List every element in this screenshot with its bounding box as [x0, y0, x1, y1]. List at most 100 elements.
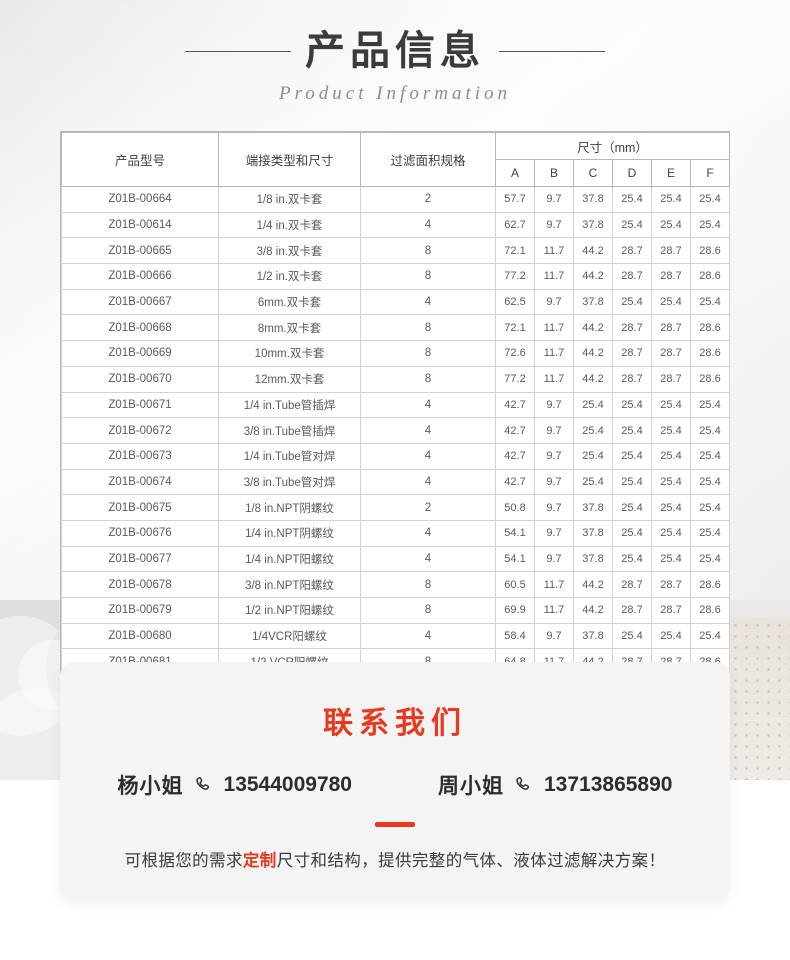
- page-title-block: 产品信息 Product Information: [0, 28, 790, 105]
- cell-filter-area: 4: [360, 545, 496, 573]
- cell-dim-a: 42.7: [495, 417, 535, 444]
- cell-dim-f: 28.6: [689, 263, 731, 290]
- cell-model: Z01B-00672: [61, 417, 219, 444]
- cell-connection: 1/2 in.双卡套: [218, 263, 361, 290]
- cell-dim-e: 25.4: [651, 468, 691, 496]
- table-row: Z01B-00679 1/2 in.NPT阳螺纹 8 69.9 11.7 44.2 28.7…: [61, 597, 731, 624]
- column-header-dim-d: D: [612, 159, 652, 187]
- cell-connection: 1/4 in.双卡套: [218, 211, 361, 239]
- cell-dim-b: 9.7: [534, 468, 574, 496]
- cell-dim-d: 28.7: [612, 314, 652, 342]
- table-row: Z01B-00675 1/8 in.NPT阴螺纹 2 50.8 9.7 37.8 25.4 2…: [61, 494, 731, 521]
- column-header-dim-e: E: [651, 159, 691, 187]
- cell-filter-area: 8: [360, 314, 496, 342]
- spec-table: 产品型号 端接类型和尺寸 过滤面积规格 尺寸（mm） A B C D E F Z…: [61, 132, 731, 676]
- cell-model: Z01B-00670: [61, 365, 219, 393]
- cell-dim-a: 72.1: [495, 237, 535, 265]
- cell-dim-e: 28.7: [651, 314, 691, 342]
- cell-dim-c: 44.2: [573, 237, 613, 265]
- contact-people-list: 杨小姐 13544009780 周小姐 13713865890: [60, 770, 730, 800]
- cell-filter-area: 4: [360, 417, 496, 444]
- cell-dim-b: 9.7: [534, 186, 574, 213]
- cell-connection: 6mm.双卡套: [218, 288, 361, 316]
- table-row: Z01B-00676 1/4 in.NPT阴螺纹 4 54.1 9.7 37.8 25.4 2…: [61, 519, 731, 547]
- cell-model: Z01B-00677: [61, 545, 219, 573]
- contact-person-phone[interactable]: 13544009780: [223, 773, 352, 796]
- cell-dim-e: 28.7: [651, 263, 691, 290]
- cell-dim-e: 28.7: [651, 340, 691, 367]
- cell-dim-b: 9.7: [534, 288, 574, 316]
- cell-connection: 1/2 in.NPT阳螺纹: [218, 597, 361, 624]
- cell-dim-d: 28.7: [612, 571, 652, 598]
- cell-dim-c: 44.2: [573, 365, 613, 393]
- contact-person: 杨小姐 13544009780: [118, 770, 352, 800]
- page-title: 产品信息: [305, 29, 485, 73]
- table-row: Z01B-00614 1/4 in.双卡套 4 62.7 9.7 37.8 25.4 25.4…: [61, 211, 731, 239]
- table-row: Z01B-00664 1/8 in.双卡套 2 57.7 9.7 37.8 25.4 25.4…: [61, 186, 731, 213]
- cell-dim-a: 62.5: [495, 288, 535, 316]
- table-row: Z01B-00674 3/8 in.Tube管对焊 4 42.7 9.7 25.4 25.4…: [61, 468, 731, 496]
- spec-table-container: 产品型号 端接类型和尺寸 过滤面积规格 尺寸（mm） A B C D E F Z…: [60, 131, 731, 677]
- cell-dim-e: 25.4: [651, 288, 691, 316]
- cell-dim-f: 25.4: [689, 622, 731, 650]
- cell-model: Z01B-00680: [61, 622, 219, 650]
- cell-connection: 1/8 in.NPT阴螺纹: [218, 494, 361, 521]
- table-row: Z01B-00680 1/4VCR阳螺纹 4 58.4 9.7 37.8 25.4 25.4 2…: [61, 622, 731, 650]
- cell-dim-d: 28.7: [612, 597, 652, 624]
- cell-dim-e: 25.4: [651, 211, 691, 239]
- cell-dim-c: 37.8: [573, 519, 613, 547]
- cell-dim-b: 11.7: [534, 340, 574, 367]
- cell-model: Z01B-00678: [61, 571, 219, 598]
- table-row: Z01B-00666 1/2 in.双卡套 8 77.2 11.7 44.2 28.7 28.…: [61, 263, 731, 290]
- cell-filter-area: 2: [360, 494, 496, 521]
- cell-dim-f: 25.4: [689, 391, 731, 419]
- cell-dim-e: 25.4: [651, 391, 691, 419]
- cell-dim-c: 37.8: [573, 186, 613, 213]
- table-row: Z01B-00667 6mm.双卡套 4 62.5 9.7 37.8 25.4 25.4 25.…: [61, 288, 731, 316]
- column-header-dimensions-group: 尺寸（mm）: [494, 132, 731, 160]
- cell-dim-e: 25.4: [651, 186, 691, 213]
- cell-dim-b: 9.7: [534, 622, 574, 650]
- cell-dim-e: 28.7: [651, 237, 691, 265]
- table-row: Z01B-00673 1/4 in.Tube管对焊 4 42.7 9.7 25.4 25.4…: [61, 442, 731, 470]
- tagline-highlight: 定制: [242, 852, 277, 870]
- cell-model: Z01B-00614: [61, 211, 219, 239]
- cell-connection: 3/8 in.NPT阳螺纹: [218, 571, 361, 598]
- tagline: 可根据您的需求定制尺寸和结构，提供完整的气体、液体过滤解决方案！: [60, 847, 730, 871]
- cell-model: Z01B-00664: [61, 186, 219, 213]
- spec-table-head: 产品型号 端接类型和尺寸 过滤面积规格 尺寸（mm） A B C D E F: [61, 132, 731, 187]
- contact-person-phone[interactable]: 13713865890: [544, 773, 673, 796]
- table-header-row-1: 产品型号 端接类型和尺寸 过滤面积规格 尺寸（mm）: [61, 132, 731, 187]
- cell-dim-a: 57.7: [495, 186, 535, 213]
- cell-dim-e: 25.4: [651, 494, 691, 521]
- cell-filter-area: 8: [360, 597, 496, 624]
- tagline-prefix: 可根据您的需求: [124, 852, 243, 870]
- cell-dim-b: 9.7: [534, 545, 574, 573]
- cell-dim-e: 25.4: [651, 417, 691, 444]
- cell-connection: 1/4 in.Tube管插焊: [218, 391, 361, 419]
- cell-filter-area: 4: [360, 442, 496, 470]
- cell-dim-a: 69.9: [495, 597, 535, 624]
- cell-dim-d: 25.4: [612, 494, 652, 521]
- cell-dim-f: 28.6: [689, 237, 731, 265]
- cell-dim-f: 25.4: [689, 519, 731, 547]
- cell-dim-f: 28.6: [689, 365, 731, 393]
- cell-dim-f: 25.4: [689, 417, 731, 444]
- cell-model: Z01B-00673: [61, 442, 219, 470]
- cell-dim-a: 42.7: [495, 391, 535, 419]
- cell-dim-b: 11.7: [534, 263, 574, 290]
- cell-dim-d: 28.7: [612, 365, 652, 393]
- table-header-row-2: A B C D E F: [62, 159, 731, 187]
- cell-dim-f: 28.6: [689, 571, 731, 598]
- cell-model: Z01B-00679: [61, 597, 219, 624]
- cell-dim-f: 25.4: [689, 545, 731, 573]
- contact-person-name: 杨小姐: [117, 775, 184, 798]
- red-divider-bar: [375, 822, 415, 827]
- cell-model: Z01B-00675: [61, 494, 219, 521]
- column-header-filter-area: 过滤面积规格: [360, 132, 496, 187]
- cell-filter-area: 4: [360, 391, 496, 419]
- cell-connection: 8mm.双卡套: [218, 314, 361, 342]
- cell-model: Z01B-00666: [61, 263, 219, 290]
- cell-connection: 3/8 in.双卡套: [218, 237, 361, 265]
